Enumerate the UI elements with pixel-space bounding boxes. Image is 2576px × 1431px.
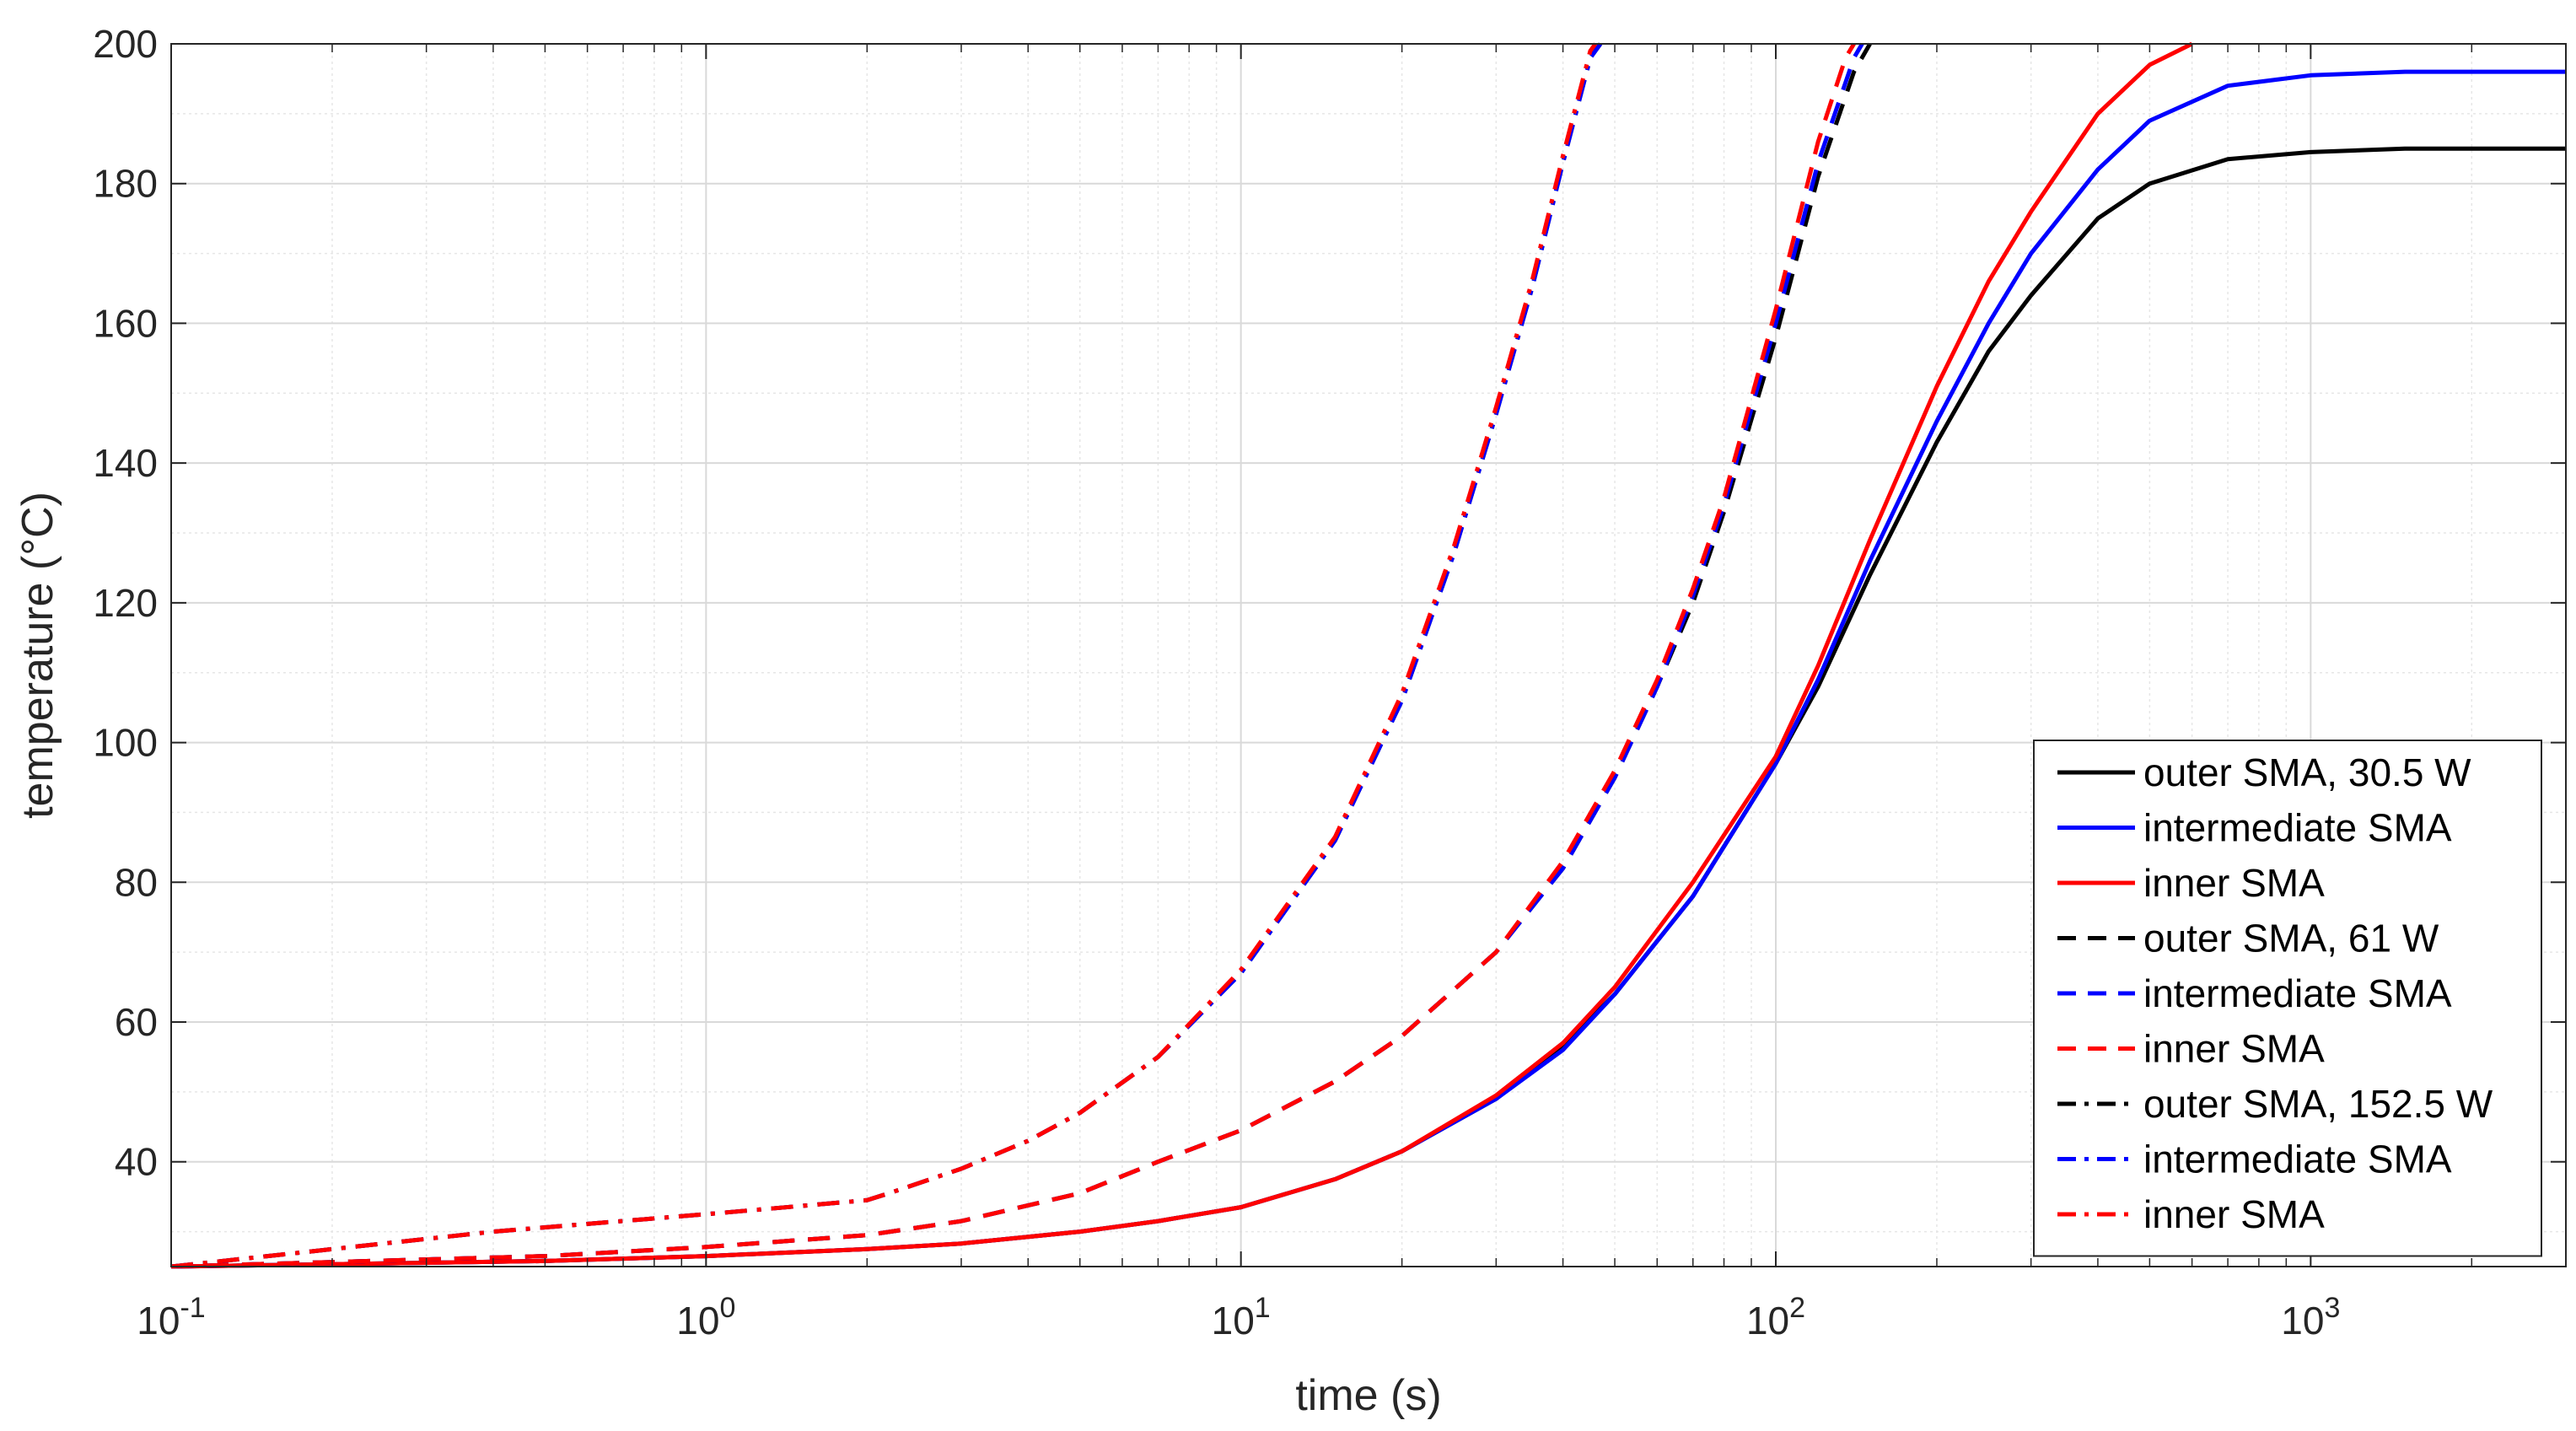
x-tick-label: 100	[676, 1292, 735, 1342]
legend: outer SMA, 30.5 W intermediate SMA inner S…	[2033, 740, 2542, 1257]
y-axis-label: temperature (°C)	[13, 492, 62, 819]
axis-ticks	[170, 43, 2566, 1267]
x-tick-base: 10	[137, 1299, 180, 1342]
y-tick-label: 40	[115, 1140, 158, 1184]
x-tick-base: 10	[676, 1299, 719, 1342]
y-tick-label: 60	[115, 1000, 158, 1044]
y-tick-label: 100	[93, 721, 158, 765]
x-tick-exponent: -1	[180, 1292, 205, 1324]
x-tick-base: 10	[2281, 1299, 2324, 1342]
x-tick-base: 10	[1746, 1299, 1789, 1342]
x-tick-exponent: 1	[1255, 1292, 1271, 1324]
x-tick-label: 102	[1746, 1292, 1805, 1342]
legend-label: outer SMA, 152.5 W	[2143, 1082, 2493, 1126]
legend-label: inner SMA	[2143, 861, 2325, 905]
x-tick-exponent: 2	[1789, 1292, 1805, 1324]
series-line-6-dashed	[170, 42, 1856, 1269]
series-line-3-solid	[170, 41, 2193, 1269]
x-tick-labels: 10-1 100 101 102 103	[137, 1292, 2340, 1342]
y-tick-label: 140	[93, 441, 158, 485]
legend-label: intermediate SMA	[2143, 806, 2452, 850]
x-tick-label: 10-1	[137, 1292, 205, 1342]
plot-frame	[170, 43, 2567, 1267]
y-tick-labels: 40 60 80 100 120 140 160 180 200	[93, 22, 158, 1184]
series-lines	[170, 41, 2566, 1269]
x-tick-base: 10	[1212, 1299, 1255, 1342]
y-tick-label: 160	[93, 301, 158, 345]
legend-label: intermediate SMA	[2143, 1138, 2452, 1181]
legend-label: intermediate SMA	[2143, 971, 2452, 1015]
y-tick-label: 80	[115, 860, 158, 904]
y-tick-label: 120	[93, 581, 158, 625]
x-tick-exponent: 0	[719, 1292, 735, 1324]
x-tick-label: 103	[2281, 1292, 2340, 1342]
y-tick-label: 200	[93, 22, 158, 66]
x-tick-exponent: 3	[2324, 1292, 2340, 1324]
legend-label: inner SMA	[2143, 1192, 2325, 1236]
y-tick-label: 180	[93, 162, 158, 206]
x-axis-label: time (s)	[1295, 1371, 1441, 1420]
x-tick-label: 101	[1212, 1292, 1271, 1342]
legend-label: inner SMA	[2143, 1027, 2325, 1071]
series-line-9-dashdot	[170, 42, 1598, 1269]
legend-label: outer SMA, 61 W	[2143, 917, 2439, 960]
legend-label: outer SMA, 30.5 W	[2143, 750, 2471, 794]
